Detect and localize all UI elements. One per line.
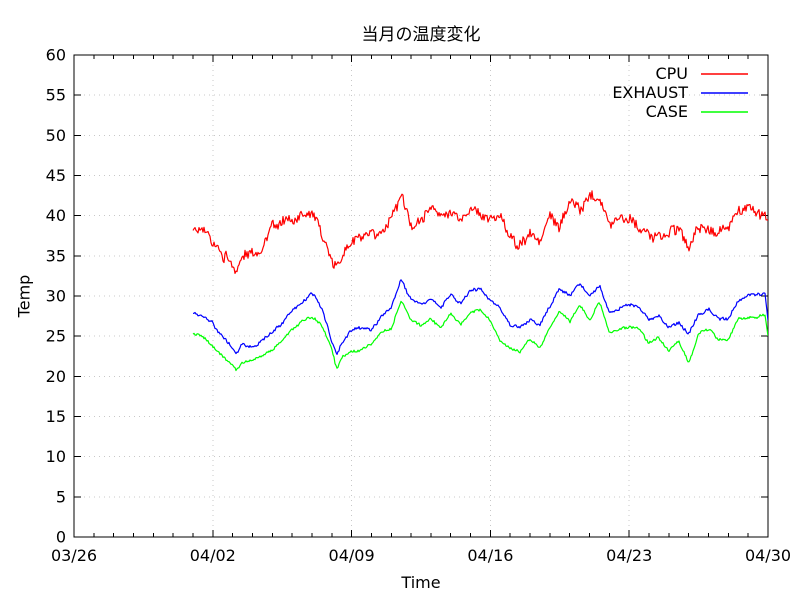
x-tick-label: 04/30: [745, 546, 791, 565]
grid-lines: [74, 55, 768, 537]
series-line-exhaust: [192, 279, 768, 355]
y-tick-label: 55: [46, 86, 66, 105]
y-axis-label: Temp: [14, 274, 34, 318]
x-tick-label: 03/26: [51, 546, 97, 565]
y-tick-labels: 0 5 10 15 20 25 30 35 40 45 50 55 60: [46, 46, 66, 547]
legend-label-exhaust: EXHAUST: [612, 83, 688, 102]
y-tick-label: 5: [56, 487, 66, 506]
axes: [73, 54, 769, 538]
y-tick-label: 40: [46, 206, 66, 225]
y-tick-label: 30: [46, 287, 66, 306]
y-tick-label: 10: [46, 447, 66, 466]
series-line-case: [192, 300, 768, 372]
x-tick-labels: 03/26 04/02 04/09 04/16 04/23 04/30: [51, 546, 791, 565]
legend-label-cpu: CPU: [655, 64, 688, 83]
series-line-cpu: [192, 190, 768, 274]
series-group: [192, 190, 768, 372]
y-tick-label: 45: [46, 166, 66, 185]
y-tick-label: 50: [46, 126, 66, 145]
x-tick-label: 04/23: [606, 546, 652, 565]
x-axis-label: Time: [401, 573, 441, 592]
y-tick-label: 20: [46, 367, 66, 386]
y-tick-label: 0: [56, 528, 66, 547]
x-tick-label: 04/02: [190, 546, 236, 565]
y-tick-label: 25: [46, 327, 66, 346]
y-tick-label: 35: [46, 246, 66, 265]
chart-title: 当月の温度変化: [361, 25, 481, 45]
legend-label-case: CASE: [646, 102, 688, 121]
x-tick-label: 04/09: [329, 546, 375, 565]
y-tick-label: 15: [46, 407, 66, 426]
x-tick-label: 04/16: [467, 546, 513, 565]
y-tick-label: 60: [46, 46, 66, 65]
